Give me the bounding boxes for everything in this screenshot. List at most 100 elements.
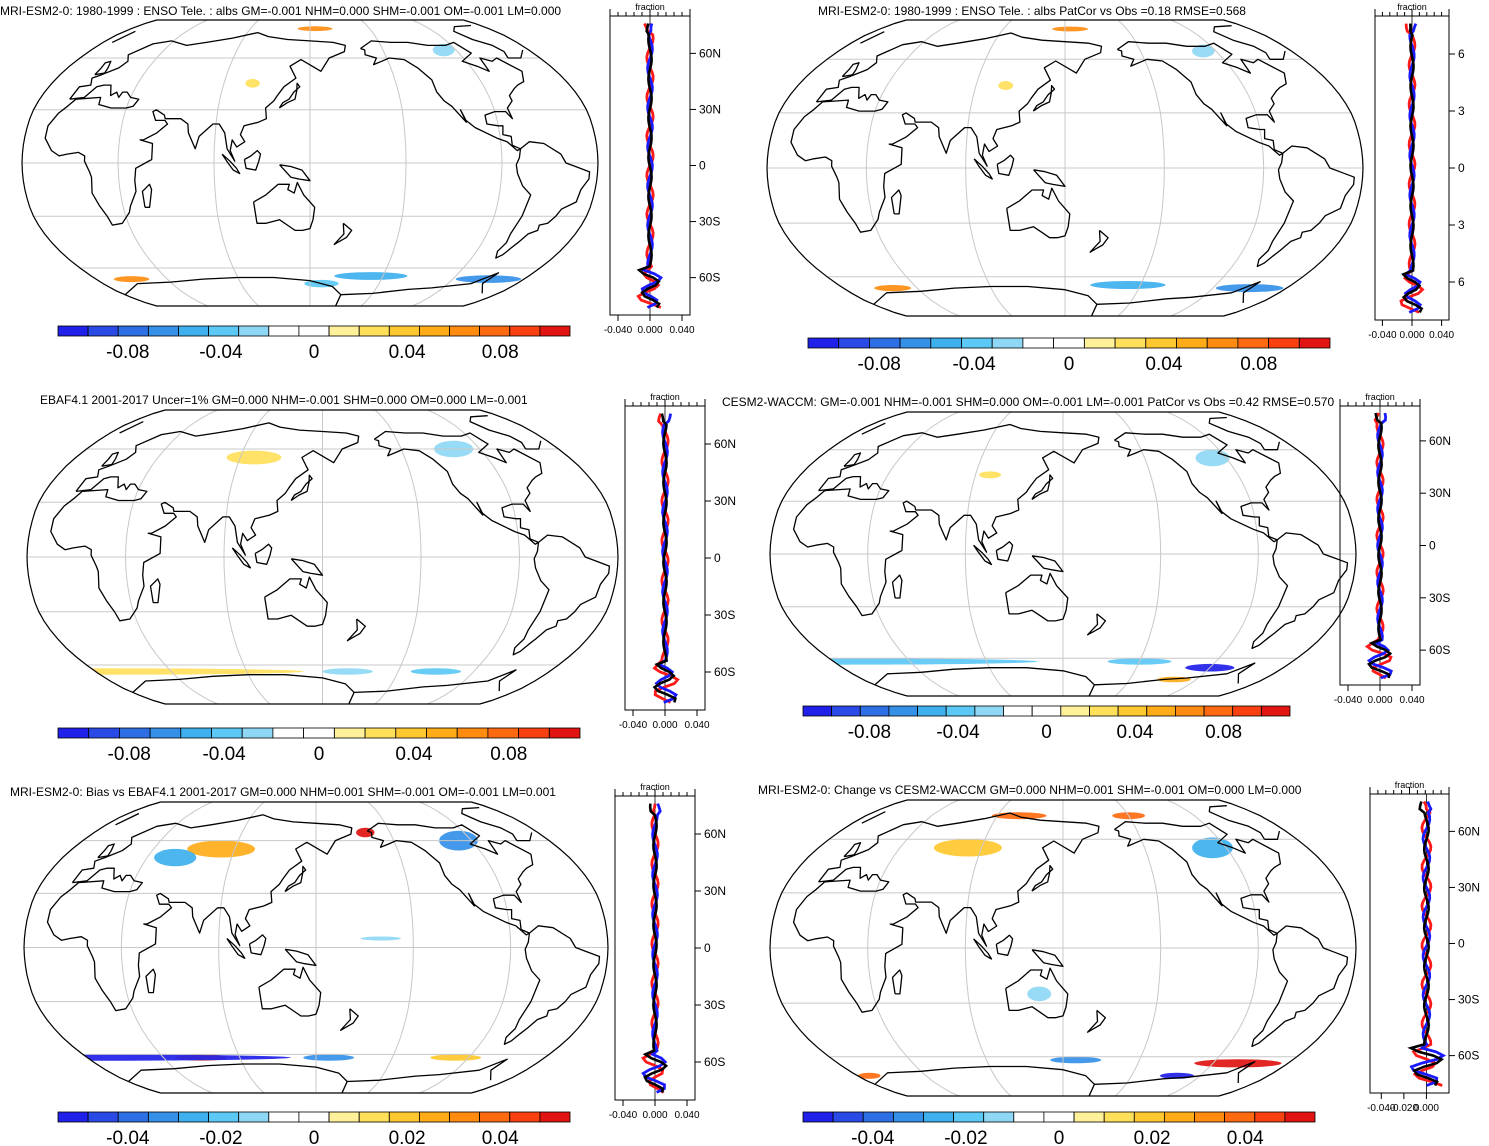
graticule-lon	[1170, 20, 1265, 316]
anomaly-patch-3	[1192, 837, 1233, 859]
colorbar-box-5	[208, 1111, 240, 1123]
coastline-4	[128, 1058, 508, 1093]
colorbar-box-6	[991, 337, 1024, 349]
profile-series-1	[1366, 412, 1393, 680]
anomaly-patch-1	[1090, 281, 1166, 289]
panel-1-map	[21, 19, 599, 307]
coastline-11	[333, 222, 353, 246]
coastline-4	[124, 272, 500, 306]
colorbar-label: -0.02	[944, 1128, 987, 1146]
profile-x-label: -0.040	[1368, 330, 1397, 341]
colorbar-label: -0.04	[106, 1128, 150, 1146]
coastline-0	[790, 32, 1103, 233]
profile-lat-label: 0	[704, 941, 711, 955]
coastline-7	[243, 149, 262, 171]
anomaly-patch-4	[979, 471, 1001, 479]
profile-lat-label: 60N	[1429, 434, 1451, 448]
profile-lat-label: 0	[1429, 539, 1436, 553]
colorbar-box-13	[1174, 705, 1205, 717]
panel-4-map	[769, 411, 1357, 697]
map-outline	[26, 409, 619, 705]
coastline-7	[248, 934, 267, 956]
coastline-9	[221, 153, 241, 175]
colorbar-label: 0	[1041, 722, 1052, 743]
coastline-2	[360, 40, 525, 152]
graticule-lon	[1114, 800, 1162, 1096]
colorbar-box-3	[148, 325, 179, 337]
anomaly-patch-7	[303, 1054, 355, 1061]
coastline-9	[231, 547, 252, 569]
colorbar-box-6	[983, 1111, 1015, 1123]
profile-x-label: 0.000	[652, 720, 677, 731]
graticule-lon	[419, 802, 512, 1093]
colorbar-label: -0.04	[202, 744, 246, 765]
colorbar-box-15	[1268, 337, 1300, 349]
colorbar-box-3	[893, 1111, 924, 1123]
colorbar-label: -0.08	[848, 722, 891, 743]
colorbar-box-11	[1117, 705, 1148, 717]
coastline-6	[1031, 864, 1054, 892]
coastline-2	[1116, 41, 1287, 156]
colorbar-box-5	[211, 727, 243, 739]
profile-x-label: 0.000	[1399, 330, 1424, 341]
colorbar-box-7	[1003, 705, 1033, 717]
anomaly-patch-5	[998, 81, 1014, 90]
colorbar-box-9	[328, 1111, 360, 1123]
coastline-10	[149, 578, 161, 604]
colorbar-label: 0.02	[1134, 1128, 1171, 1146]
profile-lat-label: 30N	[1458, 880, 1480, 894]
colorbar-box-11	[388, 325, 420, 337]
colorbar-box-16	[1260, 705, 1291, 717]
colorbar-box-14	[479, 325, 511, 337]
colorbar-box-2	[862, 1111, 894, 1123]
colorbar-box-14	[1224, 1111, 1256, 1123]
colorbar-label: 0.04	[389, 342, 426, 363]
coastline-4	[132, 669, 517, 704]
panel-1-title: MRI-ESM2-0: 1980-1999 : ENSO Tele. : alb…	[0, 4, 562, 18]
anomaly-patch-4	[360, 936, 401, 941]
anomaly-patch-8	[430, 1054, 482, 1061]
coastline-9	[226, 938, 246, 959]
graticule-lon	[427, 410, 521, 704]
panel-2-map	[766, 19, 1364, 317]
colorbar-box-2	[117, 1111, 149, 1123]
coastline-12	[841, 62, 860, 78]
colorbar-label: 0.08	[1205, 722, 1242, 743]
profile-lat-label: 60N	[714, 437, 736, 451]
coastline-0	[46, 814, 353, 1012]
profile-lat-label: 0	[1458, 937, 1465, 951]
graticule-lon	[1117, 20, 1165, 316]
colorbar-box-14	[479, 1111, 511, 1123]
colorbar-box-4	[178, 1111, 210, 1123]
anomaly-patch-2	[356, 827, 375, 838]
colorbar-box-1	[832, 1111, 864, 1123]
coastline-0	[792, 812, 1100, 1013]
coastline-12	[101, 451, 119, 467]
map-outline	[769, 411, 1357, 697]
coastline-2	[373, 430, 543, 545]
coastline-10	[891, 574, 903, 599]
graticule-lon	[1166, 412, 1259, 696]
coastline-12	[97, 843, 115, 859]
coastline-1	[1006, 187, 1071, 239]
colorbar-box-16	[1298, 337, 1331, 349]
colorbar-box-16	[1284, 1111, 1316, 1123]
anomaly-patch-1	[334, 272, 408, 280]
coastline-0	[44, 31, 346, 226]
graticule-lon	[1166, 800, 1259, 1096]
panel-4-zonal-profile: fraction -0.040 0.000 0.040 60N 30N 0 30S 60S	[1334, 392, 1451, 706]
coastline-5	[111, 24, 524, 59]
colorbar-box-10	[1089, 705, 1119, 717]
graticule-lon	[1114, 412, 1162, 696]
colorbar-box-16	[539, 1111, 571, 1123]
colorbar-box-10	[364, 727, 397, 739]
colorbar-box-7	[1022, 337, 1054, 349]
colorbar-label: 0	[309, 1128, 320, 1146]
graticule-lon	[367, 802, 414, 1093]
colorbar-box-9	[1083, 337, 1116, 349]
profile-lat-label: 30N	[699, 102, 721, 116]
colorbar-box-12	[418, 1111, 450, 1123]
colorbar-box-0	[57, 325, 89, 337]
coastline-3	[1256, 145, 1355, 268]
graticule-lon	[867, 412, 960, 696]
